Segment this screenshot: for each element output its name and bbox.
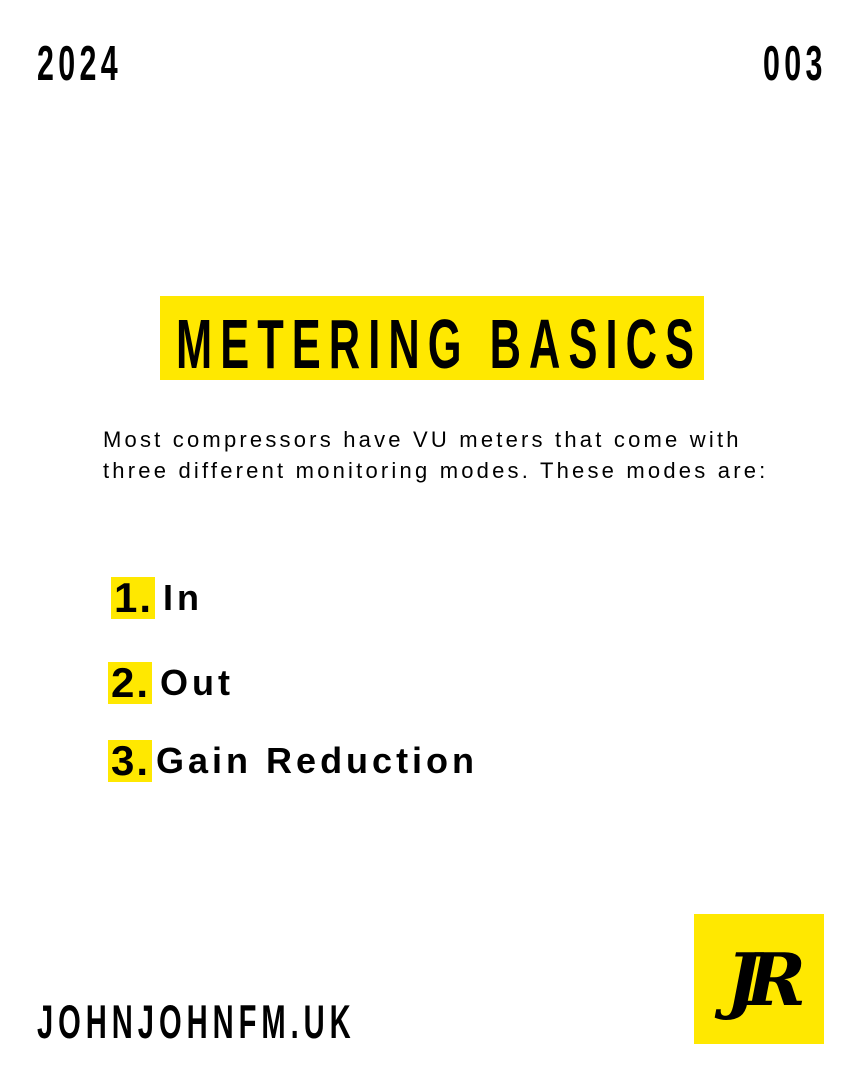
list-item: 3. Gain Reduction [108,740,478,782]
list-number: 3. [108,740,153,782]
list-item: 2. Out [108,662,234,704]
website-link[interactable]: JOHNJOHNFM.UK [37,995,356,1048]
logo-monogram: JR [726,936,806,1022]
list-label: In [163,577,204,618]
page-title: METERING BASICS [176,305,703,383]
intro-paragraph: Most compressors have VU meters that com… [103,427,769,483]
list-label: Gain Reduction [156,740,479,781]
list-number: 2. [108,662,153,704]
list-item: 1. In [111,577,203,619]
title-highlight [160,296,704,380]
list-label: Out [160,662,235,703]
year-label: 2024 [37,37,122,91]
list-number: 1. [111,577,156,619]
brand-logo: JR [694,914,824,1044]
issue-number: 003 [763,37,827,91]
